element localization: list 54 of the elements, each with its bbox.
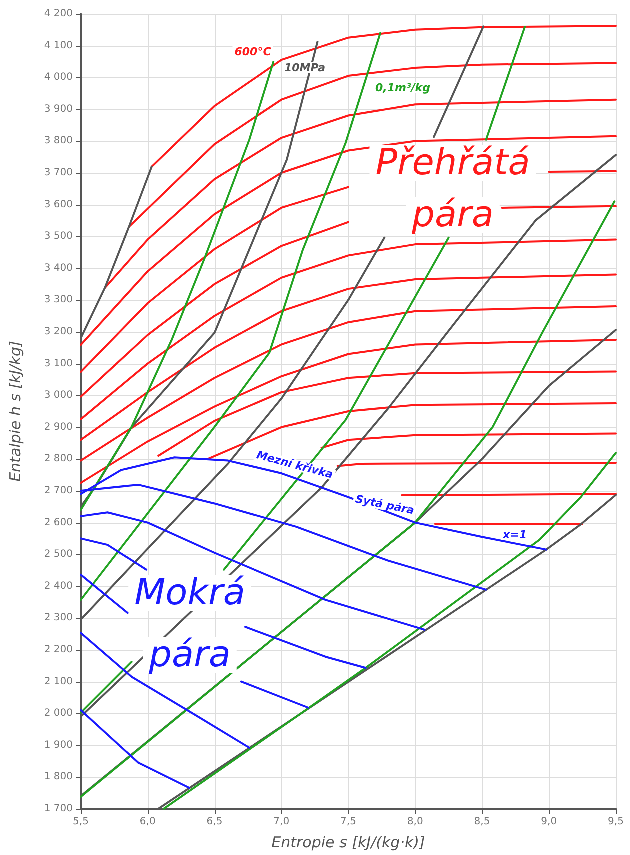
y-tick-label: 3 600 xyxy=(44,199,73,210)
annotation: 10MPa xyxy=(284,62,326,74)
y-tick-label: 3 900 xyxy=(44,104,73,115)
y-tick-label: 3 300 xyxy=(44,294,73,306)
x-tick-label: 7,5 xyxy=(340,816,356,828)
y-tick-label: 4 200 xyxy=(44,8,73,20)
annotation: Mokrá xyxy=(134,572,246,614)
x-tick-label: 8,5 xyxy=(474,816,490,828)
y-tick-label: 1 800 xyxy=(44,772,73,783)
line-series xyxy=(80,135,617,346)
y-tick-label: 2 100 xyxy=(44,676,73,688)
annotation: 600°C xyxy=(234,46,272,58)
y-tick-label: 2 400 xyxy=(44,580,73,592)
y-tick-label: 3 800 xyxy=(44,136,73,147)
y-tick-label: 3 000 xyxy=(44,390,73,402)
x-tick-label: 6,0 xyxy=(140,816,156,828)
x-axis-title: Entropie s [kJ/(kg·k)] xyxy=(272,834,426,852)
annotation: Mezní křivka xyxy=(255,448,335,482)
line-series xyxy=(80,338,617,484)
line-series xyxy=(104,98,617,290)
line-series xyxy=(320,432,617,450)
y-tick-label: 3 400 xyxy=(44,262,73,274)
y-tick-label: 2 000 xyxy=(44,708,73,720)
line-series xyxy=(80,238,617,420)
line-series xyxy=(80,632,251,749)
y-tick-label: 2 900 xyxy=(44,422,73,433)
y-tick-label: 3 100 xyxy=(44,358,73,370)
annotation: pára xyxy=(148,634,231,676)
y-axis-title: Entalpie h s [kJ/kg] xyxy=(6,340,24,482)
x-tick-label: 8,0 xyxy=(407,816,424,828)
annotation: pára xyxy=(411,194,494,236)
x-tick-label: 5,5 xyxy=(73,816,89,828)
line-series xyxy=(80,274,617,442)
annotation: Sytá pára xyxy=(354,492,416,518)
annotation: 0,1m³/kg xyxy=(376,82,431,94)
annotation: Přehřátá xyxy=(376,142,530,184)
y-tick-label: 4 100 xyxy=(44,40,73,52)
y-tick-label: 2 800 xyxy=(44,454,73,465)
y-tick-label: 3 500 xyxy=(44,231,73,242)
y-tick-label: 2 300 xyxy=(44,612,73,624)
x-tick-label: 9,5 xyxy=(608,816,624,828)
x-tick-label: 7,0 xyxy=(274,816,290,828)
y-tick-label: 3 200 xyxy=(44,326,73,338)
y-tick-label: 3 700 xyxy=(44,168,73,178)
y-tick-label: 2 700 xyxy=(44,486,73,496)
y-tick-label: 2 500 xyxy=(44,549,73,560)
y-tick-label: 2 200 xyxy=(44,644,73,656)
x-tick-label: 9,0 xyxy=(541,816,558,828)
annotation: x=1 xyxy=(502,528,527,542)
y-tick-label: 4 000 xyxy=(44,72,73,84)
x-tick-label: 6,5 xyxy=(206,816,223,828)
y-tick-label: 1 900 xyxy=(44,740,73,751)
y-tick-label: 1 700 xyxy=(44,804,73,814)
y-tick-label: 2 600 xyxy=(44,517,73,528)
